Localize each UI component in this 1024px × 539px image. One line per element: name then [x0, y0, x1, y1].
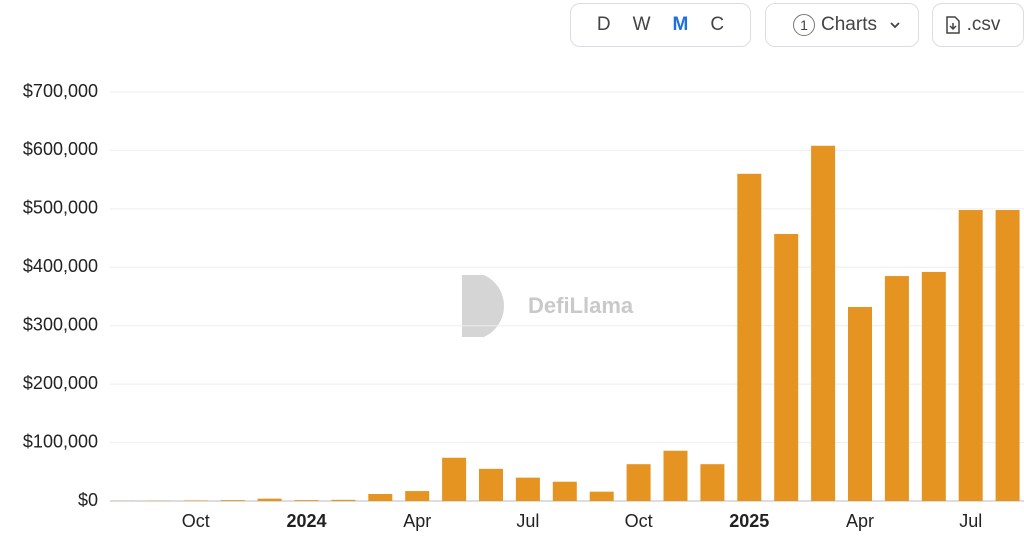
x-tick-label: Jul [959, 511, 982, 531]
bar [552, 481, 577, 501]
chevron [890, 22, 900, 29]
bar [737, 173, 762, 502]
bar [811, 145, 836, 502]
interval-button[interactable]: D [596, 14, 611, 35]
bar [995, 210, 1020, 502]
bar [515, 477, 540, 501]
charts-count: 1 [793, 14, 816, 36]
bar [958, 210, 983, 502]
x-tick-label: Apr [403, 511, 431, 531]
interval-button[interactable]: W [632, 14, 651, 35]
x-tick-label: Jul [516, 511, 539, 531]
interval-button[interactable]: C [710, 14, 725, 35]
bar [331, 499, 356, 501]
y-tick-label: $100,000 [23, 431, 98, 451]
bar [663, 450, 688, 501]
bar [700, 464, 725, 501]
y-tick-label: $0 [78, 490, 98, 510]
bar [479, 468, 503, 501]
file-icon [945, 16, 960, 34]
bar [442, 457, 467, 501]
bar [257, 498, 282, 501]
bar [626, 464, 651, 501]
bar [921, 271, 946, 501]
csv-button[interactable]: .csv [932, 3, 1024, 47]
x-tick-label: 2024 [286, 511, 326, 531]
watermark: DefiLlama [462, 275, 634, 337]
watermark-text: DefiLlama [528, 293, 634, 318]
bar [220, 500, 245, 501]
y-tick-label: $500,000 [23, 198, 98, 218]
x-tick-label: Oct [182, 511, 210, 531]
x-tick-label: Apr [846, 511, 874, 531]
y-tick-label: $700,000 [23, 81, 98, 101]
bar [405, 491, 430, 501]
interval-button[interactable]: M [672, 14, 689, 35]
bar [589, 491, 614, 501]
bar [183, 500, 208, 501]
bar [368, 493, 393, 501]
y-tick-label: $400,000 [23, 256, 98, 276]
y-tick-label: $300,000 [23, 314, 98, 334]
bar [774, 233, 799, 501]
interval-group: D W M C [570, 3, 751, 47]
csv-label: .csv [966, 14, 1001, 35]
x-tick-label: 2025 [729, 511, 769, 531]
charts-label: Charts [821, 14, 877, 35]
bar [884, 276, 909, 501]
bar [848, 307, 872, 501]
bar [294, 500, 319, 501]
y-tick-label: $600,000 [23, 139, 98, 159]
y-tick-label: $200,000 [23, 373, 98, 393]
charts-button[interactable]: 1 Charts [765, 3, 919, 47]
x-tick-label: Oct [625, 511, 653, 531]
